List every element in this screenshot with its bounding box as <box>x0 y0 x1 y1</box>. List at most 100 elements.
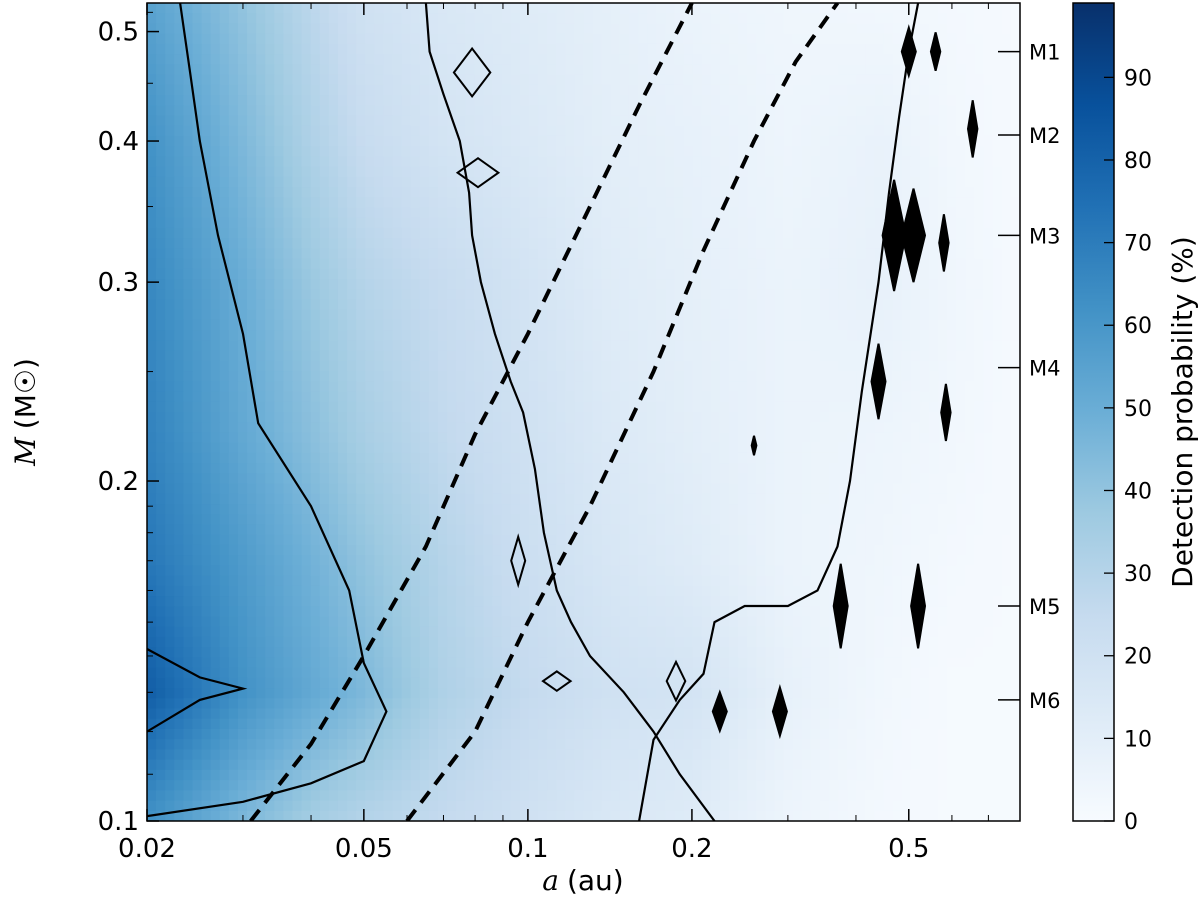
heatmap-cell <box>765 176 776 188</box>
heatmap-cell <box>356 23 366 35</box>
heatmap-cell <box>974 319 985 331</box>
heatmap-cell <box>310 279 321 290</box>
heatmap-cell <box>638 248 648 260</box>
heatmap-cell <box>383 452 394 464</box>
heatmap-cell <box>347 187 357 198</box>
heatmap-cell <box>347 238 357 249</box>
heatmap-cell <box>247 360 257 372</box>
heatmap-cell <box>383 299 394 311</box>
heatmap-cell <box>1001 360 1012 372</box>
heatmap-cell <box>956 473 967 485</box>
heatmap-cell <box>1010 504 1020 515</box>
heatmap-cell <box>974 74 985 86</box>
heatmap-cell <box>365 43 375 55</box>
heatmap-cell <box>1001 371 1012 382</box>
heatmap-cell <box>747 504 757 515</box>
heatmap-cell <box>583 64 594 76</box>
heatmap-cell <box>601 524 612 536</box>
heatmap-cell <box>165 504 175 515</box>
heatmap-cell <box>701 422 712 434</box>
heatmap-cell <box>656 452 666 464</box>
heatmap-cell <box>729 197 739 209</box>
heatmap-cell <box>247 115 257 127</box>
heatmap-cell <box>447 422 457 434</box>
heatmap-cell <box>419 524 430 536</box>
heatmap-cell <box>892 135 903 147</box>
heatmap-cell <box>347 309 357 321</box>
heatmap-cell <box>910 95 921 106</box>
heatmap-cell <box>219 319 230 331</box>
heatmap-cell <box>847 412 857 423</box>
heatmap-cell <box>428 64 439 76</box>
heatmap-cell <box>1010 74 1020 86</box>
heatmap-cell <box>592 13 603 25</box>
heatmap-cell <box>538 371 548 382</box>
heatmap-cell <box>883 135 894 147</box>
heatmap-cell <box>1010 197 1020 209</box>
heatmap-cell <box>228 166 239 178</box>
heatmap-cell <box>574 207 585 219</box>
heatmap-cell <box>401 115 412 127</box>
heatmap-cell <box>374 187 385 198</box>
heatmap-cell <box>628 238 639 249</box>
heatmap-cell <box>556 463 566 474</box>
heatmap-cell <box>674 248 685 260</box>
heatmap-cell <box>519 504 530 515</box>
heatmap-cell <box>601 504 612 515</box>
heatmap-cell <box>374 309 385 321</box>
heatmap-cell <box>901 391 912 403</box>
heatmap-cell <box>447 493 457 505</box>
heatmap-cell <box>183 187 194 198</box>
heatmap-cell <box>237 156 248 168</box>
heatmap-cell <box>938 146 948 157</box>
heatmap-cell <box>601 105 612 117</box>
heatmap-cell <box>783 268 794 280</box>
heatmap-cell <box>792 340 803 352</box>
heatmap-cell <box>438 504 448 515</box>
heatmap-cell <box>565 135 575 147</box>
heatmap-cell <box>1010 391 1020 403</box>
heatmap-cell <box>528 64 539 76</box>
heatmap-cell <box>683 473 694 485</box>
heatmap-cell <box>701 442 712 454</box>
heatmap-cell <box>147 268 157 280</box>
heatmap-cell <box>647 483 657 495</box>
heatmap-cell <box>774 238 785 249</box>
heatmap-cell <box>156 524 166 536</box>
heatmap-cell <box>447 463 457 474</box>
heatmap-cell <box>265 360 275 372</box>
heatmap-cell <box>574 258 585 270</box>
heatmap-cell <box>156 248 166 260</box>
heatmap-cell <box>456 187 466 198</box>
heatmap-cell <box>665 3 676 14</box>
heatmap-cell <box>519 381 530 393</box>
heatmap-cell <box>374 289 385 301</box>
heatmap-cell <box>401 166 412 178</box>
heatmap-cell <box>283 13 294 25</box>
heatmap-cell <box>565 319 575 331</box>
heatmap-cell <box>528 74 539 86</box>
heatmap-cell <box>228 452 239 464</box>
heatmap-cell <box>692 248 703 260</box>
heatmap-cell <box>929 401 939 413</box>
heatmap-cell <box>447 248 457 260</box>
heatmap-cell <box>792 64 803 76</box>
heatmap-cell <box>829 473 839 485</box>
heatmap-cell <box>392 463 403 474</box>
heatmap-cell <box>183 227 194 239</box>
heatmap-cell <box>538 319 548 331</box>
heatmap-cell <box>665 401 676 413</box>
heatmap-cell <box>574 309 585 321</box>
heatmap-cell <box>592 473 603 485</box>
heatmap-cell <box>410 330 421 342</box>
heatmap-cell <box>1001 43 1012 55</box>
heatmap-cell <box>701 43 712 55</box>
heatmap-cell <box>583 23 594 35</box>
heatmap-cell <box>365 340 375 352</box>
heatmap-cell <box>292 330 303 342</box>
heatmap-cell <box>483 401 494 413</box>
heatmap-cell <box>265 504 275 515</box>
heatmap-cell <box>556 504 566 515</box>
heatmap-cell <box>592 340 603 352</box>
heatmap-cell <box>165 524 175 536</box>
